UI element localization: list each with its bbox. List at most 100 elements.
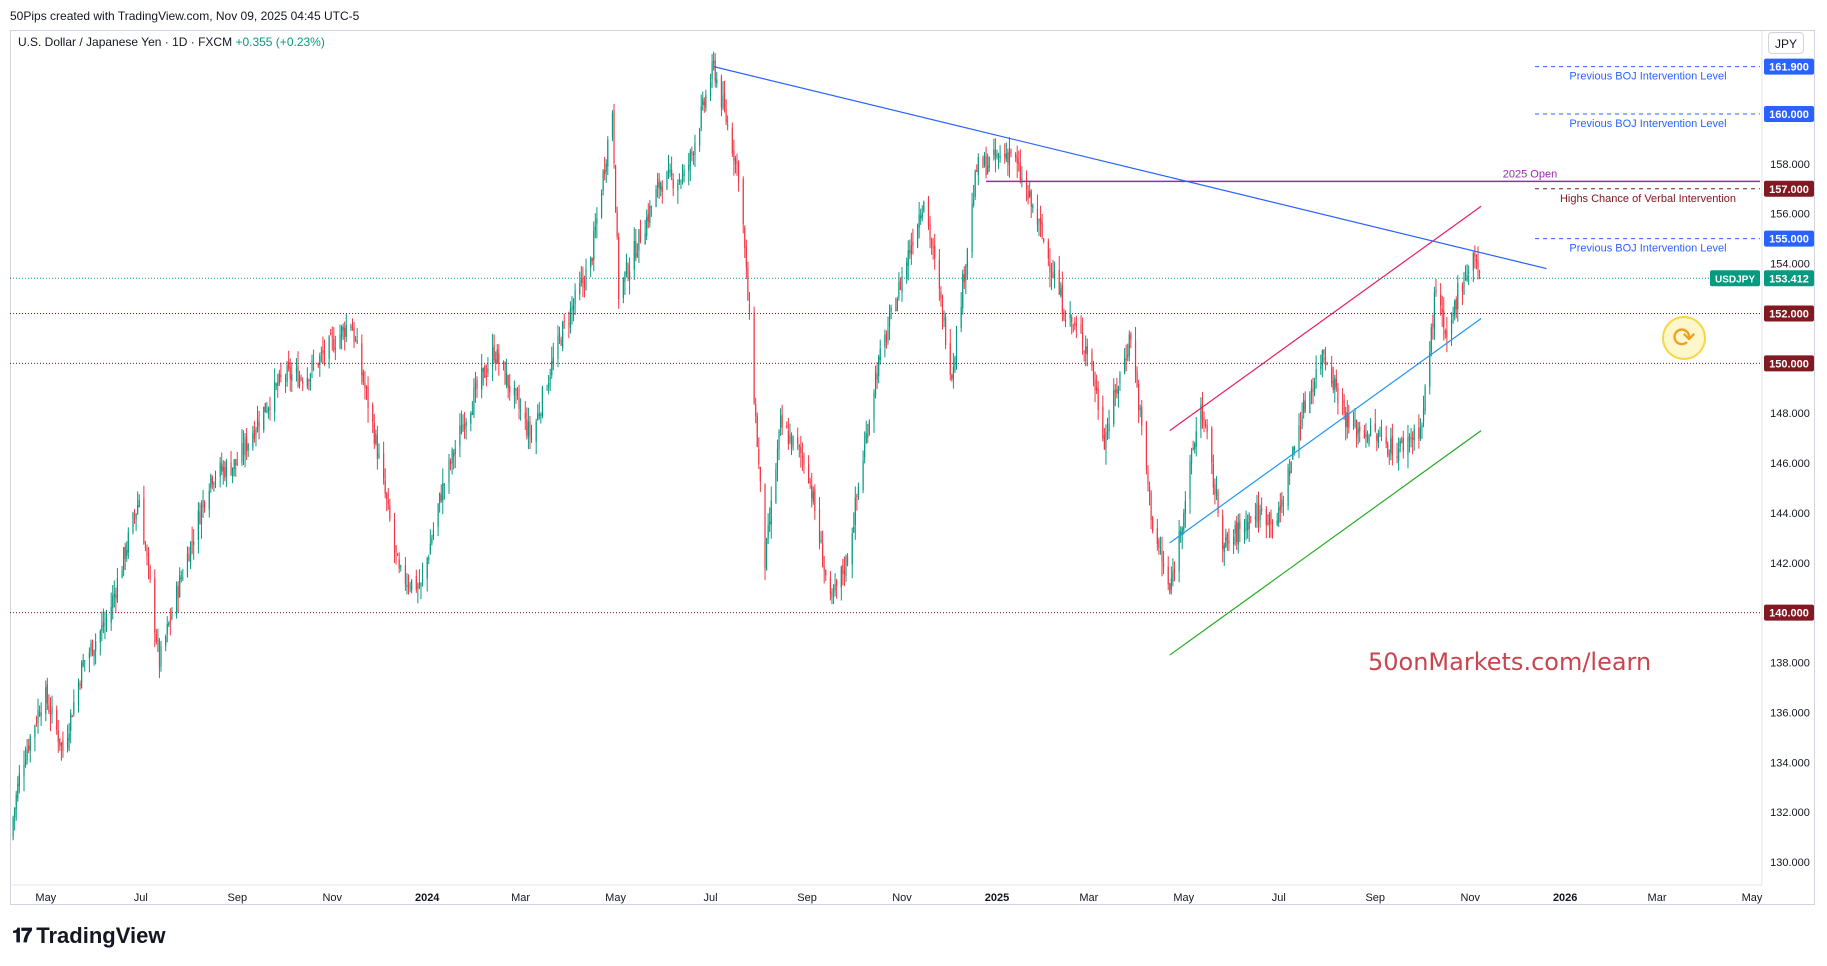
- candle-body: [121, 570, 123, 578]
- candle-body: [982, 157, 984, 168]
- candle-body: [1119, 373, 1121, 383]
- candle-body: [454, 448, 456, 455]
- candle-body: [126, 550, 128, 556]
- candle-body: [51, 706, 53, 715]
- candle-body: [874, 372, 877, 396]
- candle-body: [169, 619, 171, 622]
- trendline-channel-top: [1169, 205, 1482, 432]
- candle-body: [361, 343, 363, 376]
- candle-body: [846, 556, 849, 566]
- candle-body: [711, 61, 713, 80]
- candle-body: [583, 281, 586, 288]
- candle-body: [1385, 437, 1387, 445]
- candle-body: [1173, 569, 1176, 574]
- candle-body: [548, 382, 550, 387]
- refresh-button[interactable]: ⟳: [1662, 316, 1706, 360]
- candle-body: [70, 712, 72, 731]
- candle-body: [1418, 427, 1420, 440]
- candle-body: [1029, 191, 1031, 197]
- candle-body: [93, 649, 95, 657]
- candle-body: [557, 335, 559, 359]
- brand-name: TradingView: [36, 923, 166, 948]
- candle-body: [1369, 424, 1372, 436]
- candles: [12, 51, 1481, 841]
- price-change: +0.355 (+0.23%): [235, 35, 325, 49]
- candle-body: [397, 554, 399, 556]
- candle-body: [781, 414, 783, 428]
- candle-body: [811, 485, 813, 499]
- candle-body: [203, 502, 206, 508]
- candle-body: [1190, 449, 1193, 464]
- candle-body: [983, 156, 986, 166]
- candle-body: [1321, 350, 1323, 367]
- candle-body: [376, 435, 378, 459]
- currency-button[interactable]: JPY: [1768, 32, 1804, 54]
- price-tag-label: 150.000: [1769, 358, 1809, 370]
- candle-body: [476, 380, 478, 390]
- candle-body: [473, 388, 475, 415]
- candle-body: [179, 575, 181, 597]
- candle-body: [459, 425, 461, 446]
- candle-body: [1178, 530, 1180, 572]
- candle-body: [1281, 499, 1283, 507]
- candle-body: [1341, 400, 1344, 402]
- time-tick-label: Sep: [1365, 892, 1385, 904]
- candle-body: [823, 566, 825, 571]
- candle-body: [1152, 517, 1154, 532]
- price-tick-label: 142.000: [1770, 558, 1810, 570]
- candle-body: [71, 716, 73, 718]
- candle-body: [1096, 386, 1098, 391]
- candle-body: [188, 553, 190, 562]
- candle-body: [976, 170, 978, 172]
- candle-body: [1086, 346, 1088, 355]
- candle-body: [1124, 357, 1126, 374]
- candle-body: [927, 198, 930, 226]
- candle-body: [867, 434, 869, 438]
- candle-body: [297, 366, 299, 387]
- time-tick-label: 2025: [985, 892, 1009, 904]
- candle-body: [1200, 404, 1202, 430]
- candle-body: [280, 374, 282, 378]
- candle-body: [274, 381, 276, 412]
- candle-body: [406, 584, 408, 587]
- candle-body: [431, 538, 433, 544]
- candle-body: [210, 474, 212, 488]
- candle-body: [596, 218, 598, 224]
- price-tick-label: 158.000: [1770, 159, 1810, 171]
- candle-body: [17, 783, 19, 799]
- candle-body: [965, 265, 967, 281]
- price-tick-label: 130.000: [1770, 857, 1810, 869]
- candle-body: [857, 486, 860, 495]
- price-tick-label: 148.000: [1770, 408, 1810, 420]
- candle-body: [267, 407, 270, 412]
- candle-body: [907, 250, 909, 266]
- candle-body: [845, 555, 847, 576]
- candle-body: [82, 659, 84, 666]
- price-tag: [1764, 230, 1814, 247]
- candle-body: [432, 529, 435, 538]
- candle-body: [638, 228, 640, 251]
- candle-body: [224, 467, 226, 478]
- candle-body: [1433, 292, 1436, 330]
- candle-body: [934, 245, 936, 259]
- candle-body: [854, 497, 856, 526]
- candle-body: [1461, 284, 1464, 292]
- candle-body: [949, 343, 951, 375]
- candle-body: [137, 504, 139, 514]
- candle-body: [1116, 389, 1118, 394]
- candle-body: [1278, 507, 1280, 523]
- candle-body: [552, 357, 554, 364]
- candle-body: [333, 339, 335, 351]
- candle-body: [918, 214, 920, 228]
- candle-body: [302, 381, 304, 384]
- tradingview-logo[interactable]: 𝟏𝟕 TradingView: [12, 923, 165, 949]
- symbol-tag: [1710, 270, 1760, 287]
- candle-body: [154, 578, 156, 633]
- candle-body: [40, 712, 42, 717]
- candle-body: [851, 533, 853, 565]
- price-tag-label: 160.000: [1769, 109, 1809, 121]
- candle-body: [448, 459, 450, 483]
- candle-body: [453, 453, 455, 457]
- candle-body: [485, 375, 487, 377]
